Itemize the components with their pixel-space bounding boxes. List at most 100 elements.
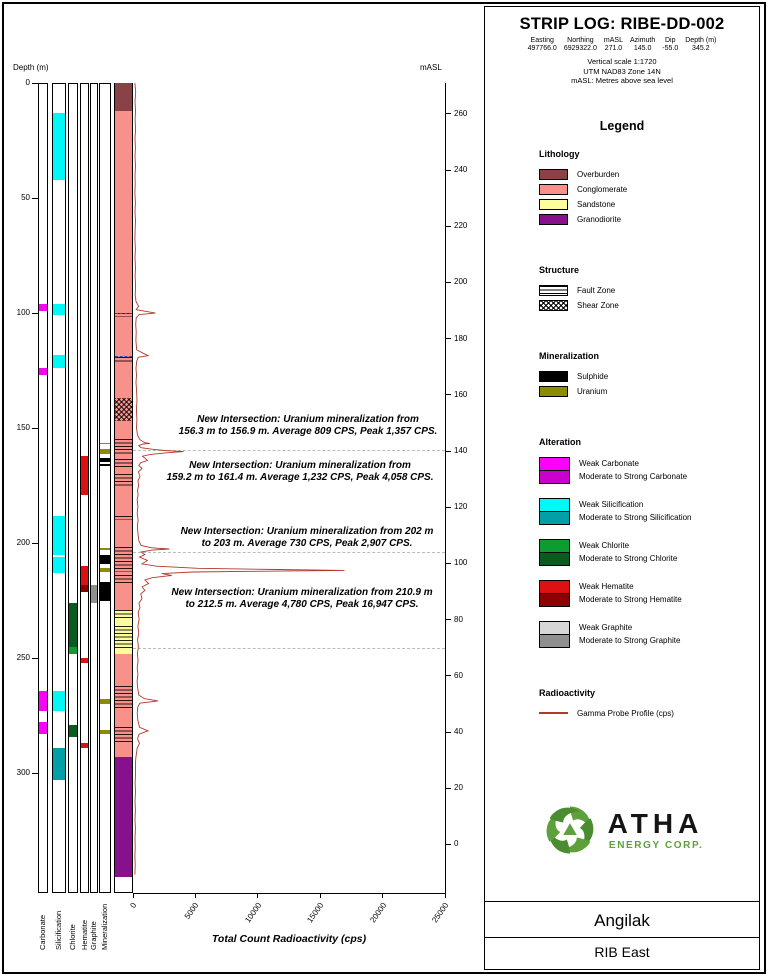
swatch-sandstone (539, 198, 568, 210)
legend-heading-mineralization: Mineralization (539, 350, 600, 361)
masl-axis-label: mASL (420, 63, 442, 72)
depth-tick (32, 772, 38, 774)
masl-tick (445, 225, 451, 227)
field-label: Northing (567, 37, 594, 44)
marker-line (115, 313, 132, 315)
scale-note: Vertical scale 1:1720 (587, 57, 657, 66)
masl-tick (445, 787, 451, 789)
depth-tick (32, 427, 38, 429)
logo-text: ATHA ENERGY CORP. (607, 807, 704, 851)
annotation-line: New Intersection: Uranium mineralization… (189, 460, 411, 471)
logo-swirl (546, 806, 593, 854)
swatch-uranium (539, 385, 568, 397)
interval-carbonate_weak (39, 303, 47, 311)
swatch-strong (540, 469, 569, 483)
field-label: Easting (530, 37, 554, 44)
swatch-weak (540, 621, 569, 634)
structure-shear-zone (115, 398, 132, 422)
marker-line (115, 355, 132, 357)
column-mineralization (99, 83, 111, 893)
masl-tick (445, 562, 451, 564)
structure-fault-zone (115, 448, 132, 456)
masl-tick-label: 0 (454, 839, 459, 849)
guide-line (133, 450, 445, 452)
weak-label: Weak Hematite (579, 581, 634, 591)
depth-tick (32, 657, 38, 659)
column-chlorite (68, 83, 78, 893)
legend-heading-structure: Structure (539, 264, 580, 275)
legend-item: Sulphide (539, 370, 759, 382)
masl-tick (445, 619, 451, 621)
interval-silicification_weak (53, 354, 65, 369)
interval-hematite_weak (81, 455, 88, 495)
masl-tick (445, 113, 451, 115)
strip-log-chart: Depth (m) mASL Total Count Radioactivity… (13, 63, 468, 950)
masl-tick-label: 20 (454, 783, 463, 793)
masl-axis-line (445, 83, 446, 893)
depth-tick-label: 200 (16, 538, 30, 548)
legend-item: Conglomerate (539, 183, 759, 195)
legend-item: Granodiorite (539, 213, 759, 225)
alteration-labels: Weak Chlorite Moderate to Strong Chlorite (579, 539, 677, 566)
alteration-swatch (539, 497, 570, 525)
column-label-chlorite: Chlorite (68, 924, 77, 950)
alteration-swatch (539, 579, 570, 607)
weak-label: Weak Chlorite (579, 540, 630, 550)
collar-field: Easting 497766.0 (528, 37, 557, 52)
masl-tick-label: 220 (454, 221, 468, 231)
weak-label: Weak Silicification (579, 499, 644, 509)
swatch-granodiorite (539, 213, 568, 225)
swatch-conglomerate (539, 183, 568, 195)
annotation-line: New Intersection: Uranium mineralization… (180, 526, 434, 537)
masl-tick (445, 675, 451, 677)
swatch-strong (540, 510, 569, 524)
column-label-carbonate: Carbonate (38, 914, 47, 950)
depth-tick-label: 0 (25, 78, 30, 87)
interval-chlorite_weak (69, 646, 77, 654)
depth-tick-label: 50 (21, 193, 30, 203)
structure-fault-zone (115, 438, 132, 447)
strong-label: Moderate to Strong Graphite (579, 636, 681, 645)
legend-section-radioactivity: Radioactivity Gamma Probe Profile (cps) (539, 688, 759, 719)
legend-item-label: Granodiorite (577, 214, 622, 224)
masl-tick (445, 843, 451, 845)
interval-uranium (100, 568, 110, 572)
weak-label: Weak Carbonate (579, 458, 639, 468)
legend-alteration-pair: Weak Chlorite Moderate to Strong Chlorite (539, 538, 759, 566)
field-label: Depth (m) (685, 37, 717, 44)
masl-tick-label: 200 (454, 277, 468, 287)
legend-section-structure: Structure Fault Zone Shear Zone (539, 265, 759, 311)
masl-tick (445, 450, 451, 452)
interval-uranium (100, 698, 110, 705)
scale-note: mASL: Metres above sea level (571, 76, 673, 85)
legend-heading-lithology: Lithology (539, 148, 580, 159)
interval-sulphide (100, 554, 110, 564)
masl-tick-label: 140 (454, 446, 468, 456)
intersection-annotation: New Intersection: Uranium mineralization… (150, 460, 450, 483)
lithology-granodiorite (115, 757, 132, 878)
legend-item-label: Fault Zone (577, 285, 616, 295)
swatch-strong (540, 551, 569, 565)
logo-sub-text: ENERGY CORP. (608, 839, 704, 851)
collar-info-table: Easting 497766.0 Northing 6929322.0 mASL 271.… (485, 37, 759, 52)
logo-brand-text: ATHA (607, 807, 704, 839)
legend-heading-radioactivity: Radioactivity (539, 687, 596, 698)
area-name: RIB East (594, 944, 650, 960)
collar-field: Dip -55.0 (662, 37, 678, 52)
collar-field: Depth (m) 345.2 (685, 37, 716, 52)
field-label: mASL (603, 37, 623, 44)
depth-tick-label: 100 (16, 308, 30, 318)
interval-graphite_strong (91, 584, 97, 604)
company-logo: ATHA ENERGY CORP. (485, 801, 759, 859)
interval-uranium (100, 729, 110, 735)
masl-tick (445, 338, 451, 340)
swatch-sulphide (539, 370, 568, 382)
swatch-shear-zone (539, 299, 568, 311)
atha-logo-icon (546, 806, 593, 854)
radioactivity-tick (257, 893, 259, 898)
interval-silicification_weak (53, 303, 65, 316)
masl-tick (445, 731, 451, 733)
interval-chlorite_strong (69, 603, 77, 647)
field-value: -55.0 (662, 45, 679, 52)
alteration-swatch (539, 538, 570, 566)
